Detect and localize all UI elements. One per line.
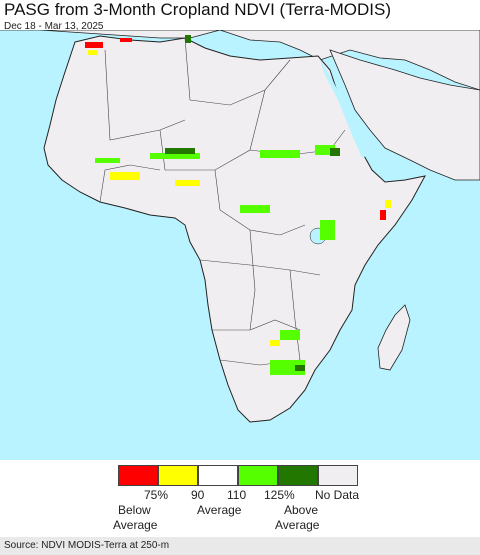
ndvi-above-average (95, 145, 335, 375)
arabian-peninsula (329, 49, 480, 181)
source-footer: Source: NDVI MODIS-Terra at 250-m (0, 537, 480, 555)
legend-average-label: Average (197, 503, 242, 517)
legend-tick-no-data: No Data (315, 488, 360, 502)
legend (118, 465, 358, 487)
legend-swatch-110-125 (238, 465, 278, 486)
legend-above-label-1: Above (284, 503, 319, 517)
legend-below-label-1: Below (118, 503, 151, 517)
legend-tick-125: 125% (264, 488, 295, 502)
ndvi-slightly-below-average (88, 50, 391, 346)
date-range: Dec 18 - Mar 13, 2025 (4, 21, 104, 32)
legend-tick-75: 75% (144, 488, 169, 502)
map-title: PASG from 3-Month Cropland NDVI (Terra-M… (4, 0, 391, 19)
northern-landmass (0, 30, 480, 91)
legend-swatch-below-75 (118, 465, 158, 486)
legend-swatch-above-125 (278, 465, 318, 486)
madagascar (377, 304, 411, 371)
legend-tick-110: 110 (227, 488, 247, 502)
legend-above-label-2: Average (275, 518, 320, 532)
ndvi-below-average (85, 38, 386, 220)
africa-mainland (43, 35, 426, 423)
legend-tick-90: 90 (191, 488, 205, 502)
africa-map (0, 30, 480, 460)
legend-swatch-75-90 (158, 465, 198, 486)
legend-swatch-no-data (318, 465, 358, 486)
legend-swatch-90-110 (198, 465, 238, 486)
red-sea (320, 60, 368, 158)
legend-below-label-2: Average (113, 518, 158, 532)
ndvi-well-above-average (165, 35, 340, 371)
